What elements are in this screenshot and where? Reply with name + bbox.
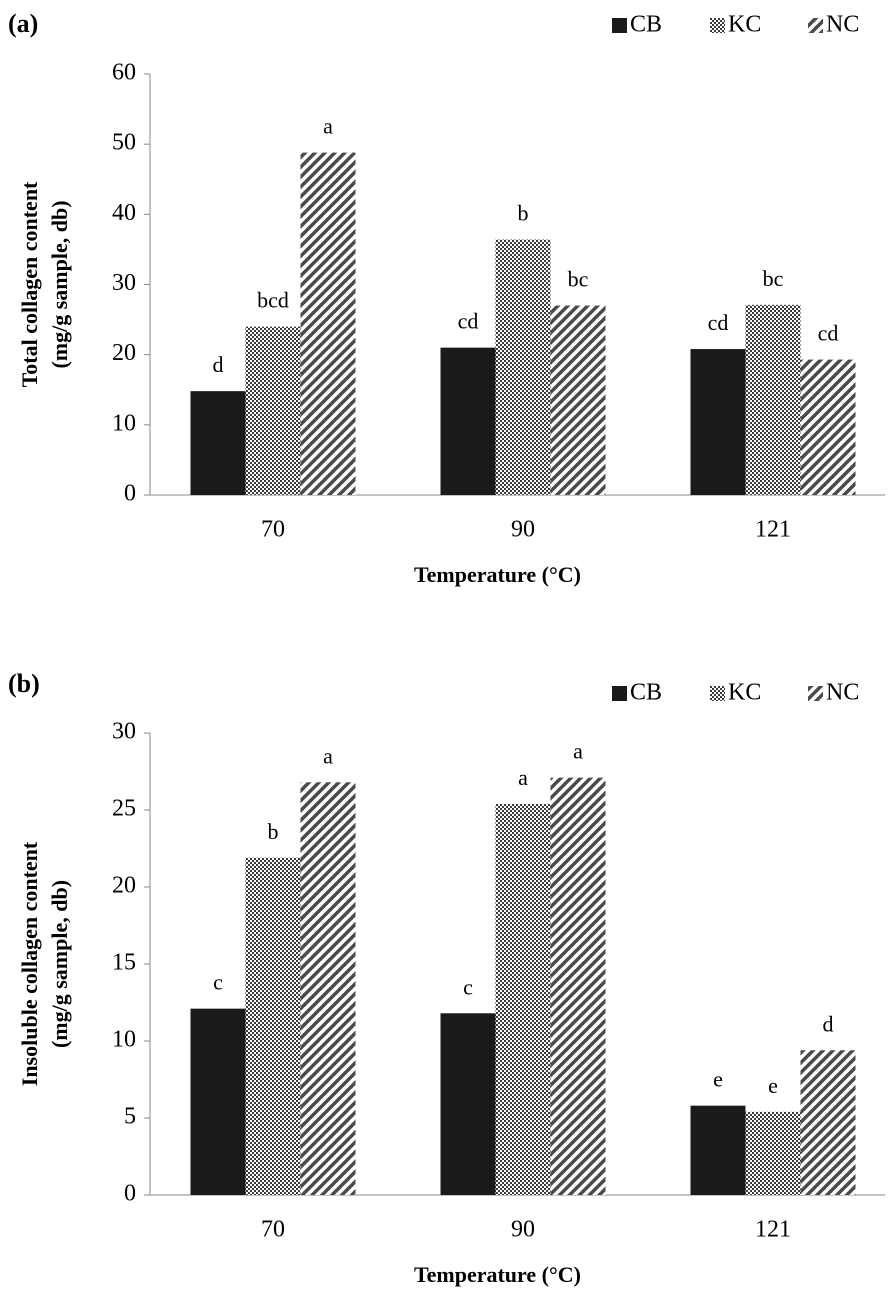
legend-label: CB: [630, 680, 662, 706]
bar: [300, 782, 356, 1195]
y-tick-label: 40: [112, 200, 136, 226]
bar-annotation: a: [323, 114, 333, 139]
bar: [800, 1050, 856, 1195]
legend-swatch: [710, 18, 725, 33]
bar-annotation: cd: [458, 309, 479, 334]
legend-label: CB: [630, 12, 662, 38]
bar: [550, 777, 606, 1195]
bar: [550, 305, 606, 495]
legend-label: NC: [826, 12, 859, 38]
bar-annotation: c: [463, 974, 473, 999]
bar: [300, 152, 356, 495]
y-tick-label: 30: [112, 719, 136, 745]
bar-annotation: b: [518, 201, 529, 226]
x-tick-label: 90: [511, 1217, 535, 1243]
bar-annotation: e: [713, 1067, 723, 1092]
x-axis-title: Temperature (°C): [414, 1262, 581, 1287]
x-tick-label: 70: [261, 1217, 285, 1243]
y-axis-title: (mg/g sample, db): [47, 200, 72, 368]
bar: [690, 349, 746, 495]
y-tick-label: 20: [112, 340, 136, 366]
bar-annotation: c: [213, 970, 223, 995]
bar-annotation: b: [268, 819, 279, 844]
bar-annotation: cd: [818, 321, 839, 346]
y-tick-label: 30: [112, 270, 136, 296]
bar: [190, 1008, 246, 1195]
legend-swatch: [612, 18, 627, 33]
panel-label: (b): [8, 669, 40, 698]
x-tick-label: 121: [755, 1217, 791, 1243]
legend-label: NC: [826, 680, 859, 706]
legend-label: KC: [728, 12, 761, 38]
legend-swatch: [710, 686, 725, 701]
panel-label: (a): [8, 9, 38, 38]
bar: [690, 1105, 746, 1195]
y-tick-label: 15: [112, 950, 136, 976]
y-axis-title: Total collagen content: [17, 181, 42, 387]
bar-annotation: d: [213, 352, 224, 377]
bar: [495, 803, 551, 1195]
x-tick-label: 90: [511, 517, 535, 543]
bar-annotation: d: [823, 1011, 834, 1036]
y-tick-label: 25: [112, 796, 136, 822]
bar: [800, 359, 856, 495]
bar-annotation: a: [518, 765, 528, 790]
y-tick-label: 10: [112, 410, 136, 436]
y-axis-title: Insoluble collagen content: [17, 841, 42, 1086]
bar: [745, 304, 801, 495]
y-tick-label: 5: [124, 1104, 136, 1130]
y-tick-label: 10: [112, 1027, 136, 1053]
bar: [245, 857, 301, 1195]
bar-annotation: bcd: [257, 288, 289, 313]
bar: [190, 391, 246, 495]
y-tick-label: 0: [124, 481, 136, 507]
x-tick-label: 70: [261, 517, 285, 543]
y-tick-label: 20: [112, 873, 136, 899]
bar-annotation: bc: [763, 266, 784, 291]
bar: [745, 1111, 801, 1195]
y-tick-label: 50: [112, 130, 136, 156]
bar: [440, 347, 496, 495]
y-tick-label: 60: [112, 60, 136, 86]
y-tick-label: 0: [124, 1181, 136, 1207]
bar: [245, 326, 301, 495]
legend-swatch: [612, 686, 627, 701]
bar-annotation: e: [768, 1073, 778, 1098]
x-axis-title: Temperature (°C): [414, 562, 581, 587]
legend-swatch: [808, 18, 823, 33]
bar: [495, 239, 551, 495]
bar-annotation: bc: [568, 267, 589, 292]
bar-annotation: a: [573, 739, 583, 764]
bar-annotation: cd: [708, 310, 729, 335]
bar-annotation: a: [323, 743, 333, 768]
legend-swatch: [808, 686, 823, 701]
x-tick-label: 121: [755, 517, 791, 543]
y-axis-title: (mg/g sample, db): [47, 880, 72, 1048]
bar: [440, 1013, 496, 1195]
legend-label: KC: [728, 680, 761, 706]
